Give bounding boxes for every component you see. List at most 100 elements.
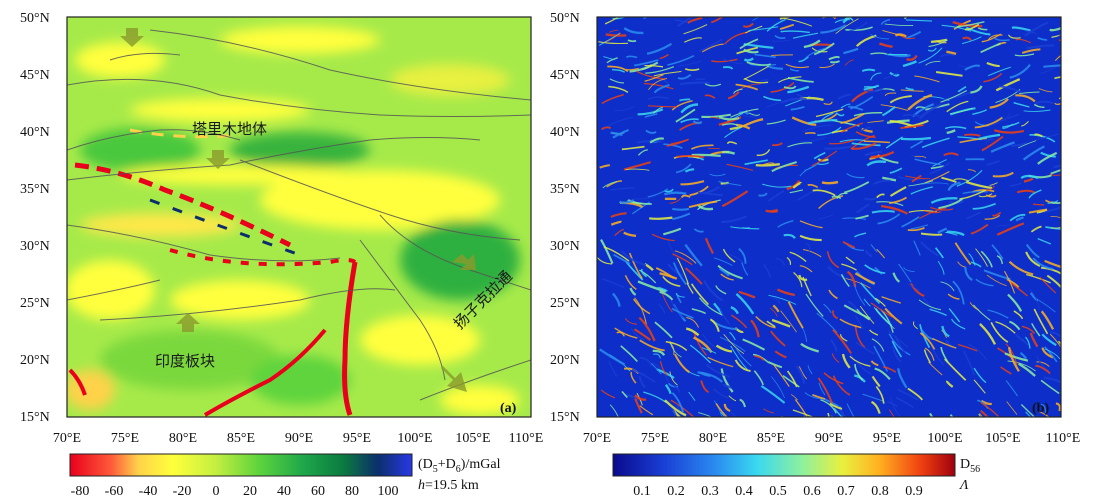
lineament-stroke <box>603 56 615 61</box>
lineament-stroke <box>715 285 727 295</box>
lineament-stroke <box>762 183 792 188</box>
lineament-stroke <box>897 388 919 401</box>
lineament-stroke <box>677 73 692 80</box>
lineament-stroke <box>1026 44 1055 50</box>
lineament-stroke <box>770 376 785 399</box>
lineament-stroke <box>676 155 705 159</box>
lineament-stroke <box>722 58 743 65</box>
lon-label: 105°E <box>455 431 490 446</box>
lineament-stroke <box>723 334 745 355</box>
lineament-stroke <box>1041 347 1054 359</box>
lineament-stroke <box>1034 133 1043 138</box>
lineament-stroke <box>720 411 726 417</box>
lineament-stroke <box>830 60 840 64</box>
lineament-stroke <box>875 297 886 307</box>
lineament-stroke <box>877 213 901 225</box>
lineament-stroke <box>956 170 983 187</box>
lineament-stroke <box>794 399 808 417</box>
lineament-stroke <box>631 368 656 384</box>
lineament-stroke <box>807 365 813 375</box>
lineament-stroke <box>900 136 932 141</box>
lineament-stroke <box>1020 404 1036 417</box>
lon-label: 75°E <box>111 431 139 446</box>
colorbar-a-tick: 20 <box>243 484 257 499</box>
lineament-stroke <box>968 253 976 266</box>
lineament-stroke <box>697 191 724 197</box>
lineament-stroke <box>625 67 639 71</box>
lineament-stroke <box>929 308 947 316</box>
lineament-stroke <box>860 282 881 305</box>
lineament-stroke <box>975 278 994 287</box>
lineament-stroke <box>989 182 998 186</box>
lineament-stroke <box>925 60 941 66</box>
lon-label: 75°E <box>641 431 669 446</box>
lineament-stroke <box>831 129 848 134</box>
lineament-stroke <box>1005 343 1018 366</box>
lineament-stroke <box>600 389 616 399</box>
lineament-stroke <box>911 174 922 183</box>
lineament-stroke <box>653 84 670 94</box>
lineament-stroke <box>1050 169 1061 175</box>
lineament-stroke <box>823 101 833 105</box>
lineament-stroke <box>950 107 973 115</box>
lineament-stroke <box>1013 102 1030 108</box>
lineament-stroke <box>927 47 937 52</box>
lineament-stroke <box>889 167 903 174</box>
lineament-stroke <box>832 310 839 320</box>
lineament-stroke <box>973 367 987 384</box>
lineament-stroke <box>914 155 927 159</box>
lineament-stroke <box>803 415 806 417</box>
lon-label: 85°E <box>227 431 255 446</box>
lineament-stroke <box>832 353 840 363</box>
colorbar-b-tick: 0.2 <box>667 484 685 499</box>
lineament-stroke <box>870 34 890 40</box>
colorbar-b-tick: 0.7 <box>837 484 855 499</box>
lineament-stroke <box>884 307 903 325</box>
lineament-stroke <box>709 173 726 177</box>
lineament-stroke <box>722 383 732 389</box>
lineament-stroke <box>1029 289 1040 310</box>
lon-label: 110°E <box>509 431 544 446</box>
lineament-stroke <box>964 267 973 282</box>
lineament-stroke <box>943 152 959 157</box>
lineament-stroke <box>950 318 966 330</box>
lineament-stroke <box>1015 333 1025 343</box>
lineament-stroke <box>771 161 797 173</box>
lineament-stroke <box>832 375 851 396</box>
lineament-stroke <box>873 306 895 330</box>
lineament-stroke <box>804 162 819 171</box>
lineament-stroke <box>1011 26 1031 32</box>
lineament-stroke <box>728 395 737 402</box>
lineament-stroke <box>934 247 944 259</box>
lineament-stroke <box>987 34 1003 40</box>
lineament-stroke <box>1058 340 1061 346</box>
lineament-stroke <box>817 214 834 220</box>
lineament-stroke <box>634 398 643 414</box>
lineament-stroke <box>977 27 988 31</box>
lineament-stroke <box>798 56 809 63</box>
lineament-stroke <box>867 120 884 123</box>
lineament-stroke <box>986 62 1000 68</box>
lineament-stroke <box>994 37 1010 42</box>
colorbar-a-tick: -40 <box>139 484 158 499</box>
lineament-stroke <box>1020 121 1029 127</box>
lineament-stroke <box>667 240 677 255</box>
lineament-stroke <box>634 394 647 401</box>
lineament-stroke <box>643 82 674 90</box>
lineament-stroke <box>724 127 742 139</box>
lineament-stroke <box>873 345 889 372</box>
lineament-stroke <box>884 23 914 27</box>
lineament-stroke <box>672 262 687 286</box>
lineament-stroke <box>849 353 872 375</box>
lineament-stroke <box>961 36 982 45</box>
lineament-stroke <box>601 126 612 131</box>
lineament-stroke <box>981 135 1004 152</box>
lineament-stroke <box>754 53 776 58</box>
lineament-stroke <box>680 118 699 124</box>
lineament-stroke <box>612 17 627 20</box>
lineament-stroke <box>758 192 768 197</box>
lineament-stroke <box>856 203 870 214</box>
lineament-stroke <box>639 356 653 367</box>
lineament-stroke <box>639 339 665 352</box>
lineament-stroke <box>1009 213 1026 222</box>
